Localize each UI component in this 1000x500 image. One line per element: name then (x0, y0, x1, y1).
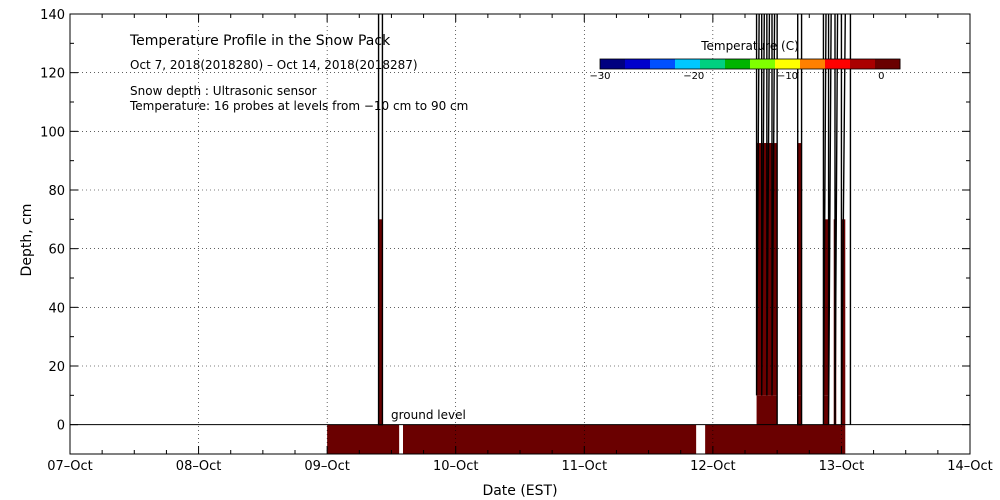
date-range: Oct 7, 2018(2018280) – Oct 14, 2018(2018… (130, 58, 418, 72)
y-tick-label: 20 (48, 360, 65, 375)
snow-depth-line (822, 13, 827, 425)
y-tick-label: 140 (40, 8, 65, 23)
y-tick-label: 120 (40, 67, 65, 82)
x-tick-label: 12–Oct (690, 459, 736, 474)
x-tick-label: 10–Oct (433, 459, 479, 474)
x-tick-label: 07–Oct (47, 459, 93, 474)
heatmap-cell (823, 395, 829, 425)
colorbar-swatch (825, 59, 851, 69)
snow-depth-line (761, 13, 765, 396)
colorbar-swatch (675, 59, 701, 69)
colorbar-swatch (800, 59, 826, 69)
colorbar-tick-label: −20 (683, 71, 704, 82)
colorbar-swatch (750, 59, 776, 69)
y-axis-label: Depth, cm (19, 204, 35, 277)
colorbar-swatch (875, 59, 901, 69)
heatmap-cell (764, 143, 767, 220)
x-tick-label: 09–Oct (304, 459, 350, 474)
heatmap-cell (841, 219, 846, 454)
x-axis-label: Date (EST) (482, 483, 557, 499)
chart-title: Temperature Profile in the Snow Pack (129, 33, 391, 49)
y-tick-label: 40 (48, 301, 65, 316)
colorbar-swatch (650, 59, 676, 69)
heatmap-cell (797, 143, 802, 396)
colorbar-swatch (700, 59, 726, 69)
info-line-1: Snow depth : Ultrasonic sensor (130, 84, 317, 98)
colorbar-swatch (725, 59, 751, 69)
heatmap-cell (378, 219, 383, 425)
colorbar-frame (599, 58, 901, 70)
heatmap-cell (797, 395, 802, 425)
x-tick-label: 11–Oct (562, 459, 608, 474)
y-tick-label: 100 (40, 125, 65, 140)
axis-ticks: 07–Oct 08–Oct 09–Oct 10–Oct 11–Oct 12–Oct 13–O… (40, 8, 993, 474)
snow-depth-line (840, 13, 846, 425)
info-line-2: Temperature: 16 probes at levels from −1… (129, 99, 468, 113)
y-tick-label: 0 (57, 419, 65, 434)
colorbar-swatch (775, 59, 801, 69)
colorbar-swatch (850, 59, 876, 69)
heatmap-cell (327, 424, 400, 454)
colorbar-tick-label: −10 (777, 71, 798, 82)
heatmap-cell (756, 395, 778, 425)
colorbar-ticks: −30 −20 −10 0 (589, 71, 884, 82)
heatmap-cell (403, 424, 697, 454)
snow-depth-line (827, 13, 832, 425)
colorbar-tick-label: 0 (878, 71, 884, 82)
snow-depth-line (797, 14, 803, 426)
colorbar-swatch (600, 59, 626, 69)
x-tick-label: 13–Oct (819, 459, 865, 474)
x-tick-label: 14–Oct (947, 459, 993, 474)
colorbar-tick-label: −30 (589, 71, 610, 82)
ground-level-label: ground level (391, 408, 466, 422)
y-tick-label: 60 (48, 243, 65, 258)
heatmap-cell (769, 143, 772, 220)
snow-depth-line (771, 13, 776, 396)
temperature-colorbar: Temperature (C) −30 −20 −10 0 (589, 39, 901, 82)
colorbar-cells (599, 58, 901, 70)
y-tick-label: 80 (48, 184, 65, 199)
x-tick-label: 08–Oct (176, 459, 222, 474)
colorbar-title: Temperature (C) (700, 39, 799, 53)
snow-depth-line (766, 13, 771, 396)
heatmap-cell (705, 424, 844, 454)
snow-depth-line (834, 13, 839, 425)
colorbar-swatch (625, 59, 651, 69)
snow-depth-line (755, 13, 760, 396)
snow-depth-line (377, 14, 384, 426)
snow-depth-lines (377, 13, 852, 426)
